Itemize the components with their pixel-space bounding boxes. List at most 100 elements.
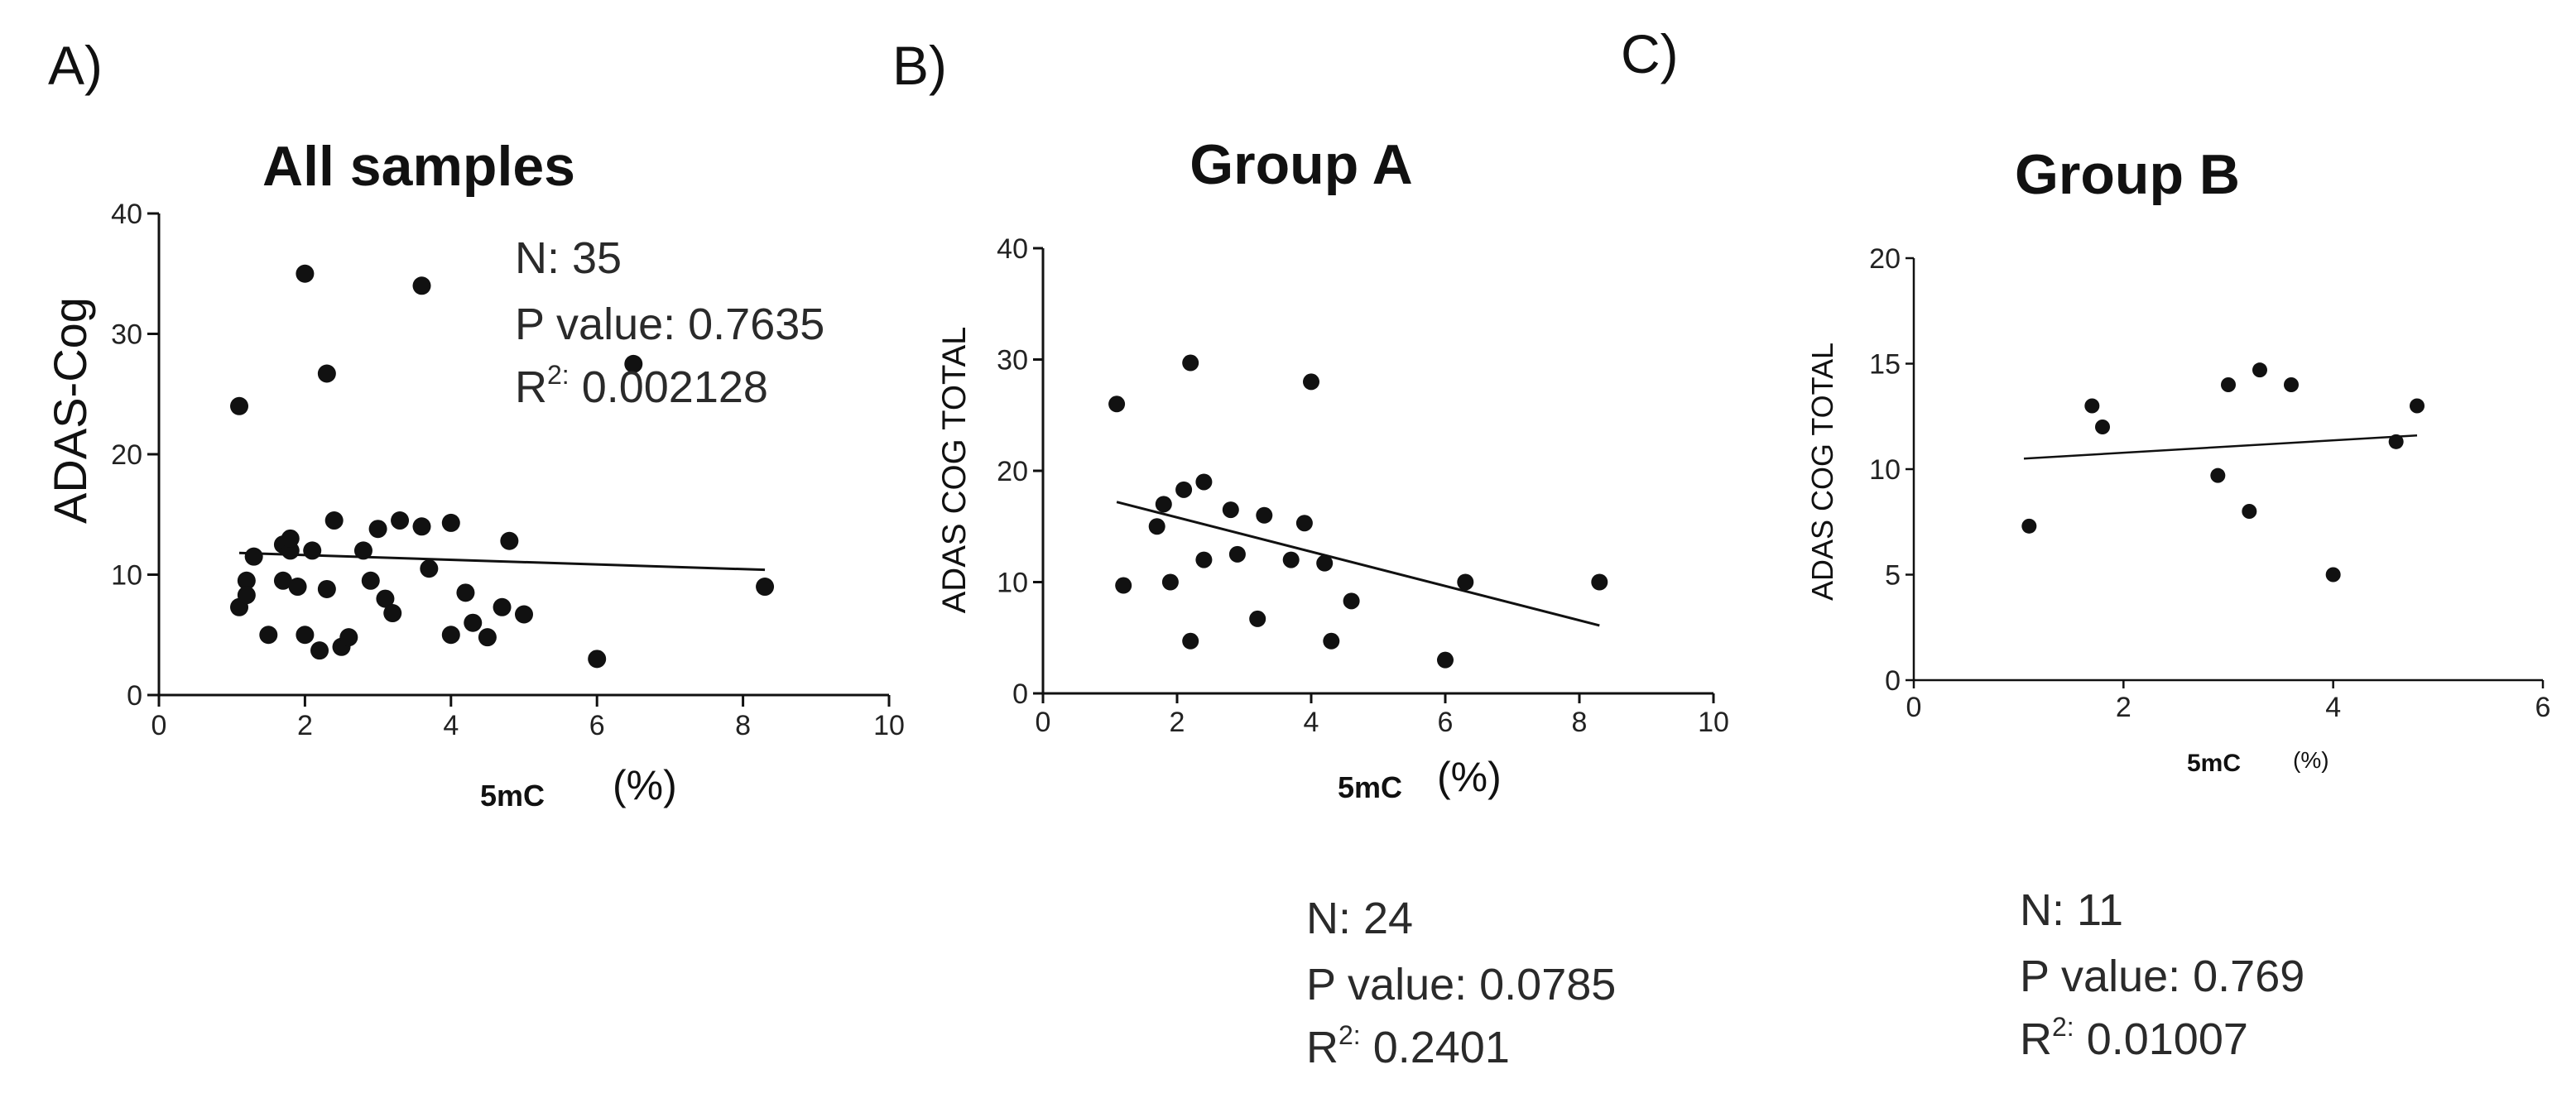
data-point — [412, 276, 431, 295]
data-point — [339, 628, 358, 647]
y-tick-label: 15 — [1869, 349, 1901, 381]
data-point — [2210, 467, 2226, 483]
data-point — [500, 531, 519, 550]
data-point — [237, 586, 256, 605]
data-point — [1222, 501, 1239, 519]
data-point — [1303, 373, 1319, 391]
chart-all-samples: 0 2 4 6 8 10 0 10 20 30 40 — [111, 199, 905, 741]
x-tick-label: 8 — [735, 710, 751, 741]
x-tick-label: 6 — [589, 710, 605, 741]
data-point — [1323, 632, 1340, 650]
data-point — [1195, 551, 1213, 568]
chart-title-all-samples: All samples — [262, 135, 575, 198]
x-tick-label: 4 — [2325, 692, 2341, 723]
y-tick-label: 5 — [1885, 560, 1901, 592]
data-point — [1161, 573, 1179, 591]
x-tick-label: 6 — [1438, 707, 1454, 738]
x-tick-label: 2 — [2116, 692, 2131, 723]
x-tick-label: 6 — [2535, 692, 2551, 723]
x-tick-label: 10 — [1698, 707, 1729, 738]
y-axis-label-group-a: ADAS COG TOTAL — [936, 327, 973, 614]
chart-title-group-b: Group B — [2015, 143, 2240, 206]
data-point — [376, 589, 395, 608]
data-point — [1457, 573, 1474, 591]
y-tick-label: 40 — [111, 199, 142, 230]
data-point — [273, 571, 292, 590]
panel-letter-c: C) — [1621, 23, 1679, 84]
data-point — [1175, 481, 1193, 498]
data-point — [1182, 632, 1199, 650]
y-tick-label: 30 — [111, 319, 142, 351]
y-axis-label-group-b: ADAS COG TOTAL — [1805, 343, 1839, 601]
data-point — [324, 511, 344, 530]
data-point — [1591, 573, 1608, 591]
y-tick-label: 20 — [997, 456, 1028, 487]
data-point — [2284, 377, 2299, 392]
x-tick-label: 0 — [1036, 707, 1051, 738]
data-point — [230, 396, 249, 415]
y-tick-label: 0 — [127, 680, 142, 712]
y-tick-label: 10 — [1869, 454, 1901, 486]
y-tick-label: 0 — [1012, 678, 1028, 710]
x-axis-label-group-b: 5mC — [2187, 750, 2241, 777]
panel-letter-a: A) — [48, 35, 103, 96]
data-point — [317, 579, 336, 598]
data-point — [756, 578, 775, 597]
data-point — [456, 583, 475, 602]
x-axis-unit-group-a: (%) — [1437, 754, 1502, 800]
data-point — [361, 571, 380, 590]
data-point — [464, 613, 483, 632]
chart-title-group-a: Group A — [1189, 133, 1412, 196]
data-point — [624, 354, 643, 373]
y-tick-label: 40 — [997, 233, 1028, 265]
data-point — [2242, 504, 2257, 519]
data-point — [441, 626, 460, 645]
data-point — [2221, 377, 2236, 392]
data-point — [383, 604, 402, 623]
data-point — [2410, 398, 2425, 414]
data-point — [2325, 567, 2341, 583]
chart-group-b: 0 2 4 6 0 5 10 15 20 — [1869, 243, 2550, 723]
x-tick-label: 0 — [1906, 692, 1922, 723]
x-tick-label: 4 — [1304, 707, 1319, 738]
data-point — [353, 541, 372, 560]
data-point — [317, 364, 336, 383]
data-point — [237, 571, 256, 590]
data-point — [1195, 473, 1213, 491]
x-axis-unit-all-samples: (%) — [613, 762, 677, 808]
data-point — [391, 511, 410, 530]
data-point — [1437, 651, 1454, 669]
stat-r2-group-a: R2: 0.2401 — [1306, 1020, 1510, 1072]
x-tick-label: 8 — [1572, 707, 1588, 738]
data-point — [1108, 396, 1126, 413]
data-point — [2084, 398, 2100, 414]
stat-p-all-samples: P value: 0.7635 — [515, 300, 824, 349]
y-tick-label: 20 — [1869, 243, 1901, 275]
data-point — [1148, 518, 1165, 535]
data-point — [588, 650, 607, 669]
data-point — [1343, 592, 1360, 610]
y-tick-label: 30 — [997, 345, 1028, 376]
data-point — [1256, 506, 1273, 524]
data-point — [1182, 354, 1199, 372]
y-tick-label: 0 — [1885, 665, 1901, 697]
data-point — [1228, 545, 1246, 563]
data-point — [259, 626, 278, 645]
regression-line — [1116, 501, 1600, 627]
x-tick-label: 10 — [873, 710, 905, 741]
stat-r2-group-b: R2: 0.01007 — [2020, 1012, 2248, 1064]
x-tick-label: 0 — [151, 710, 167, 741]
data-point — [1249, 610, 1266, 627]
x-axis-unit-group-b: (%) — [2293, 747, 2329, 773]
stats-group-a: N: 24 P value: 0.0785 R2: 0.2401 — [1306, 894, 1616, 1072]
chart-group-a: 0 2 4 6 8 10 0 10 20 30 40 — [997, 233, 1729, 738]
data-point — [310, 641, 329, 660]
stat-p-group-a: P value: 0.0785 — [1306, 960, 1616, 1009]
data-point — [244, 547, 263, 566]
data-point — [368, 520, 387, 539]
panel-letter-b: B) — [892, 35, 947, 96]
x-axis-label-group-a: 5mC — [1338, 770, 1402, 804]
stat-p-group-b: P value: 0.769 — [2020, 952, 2304, 1001]
data-point — [412, 517, 431, 536]
regression-line — [2023, 434, 2418, 460]
